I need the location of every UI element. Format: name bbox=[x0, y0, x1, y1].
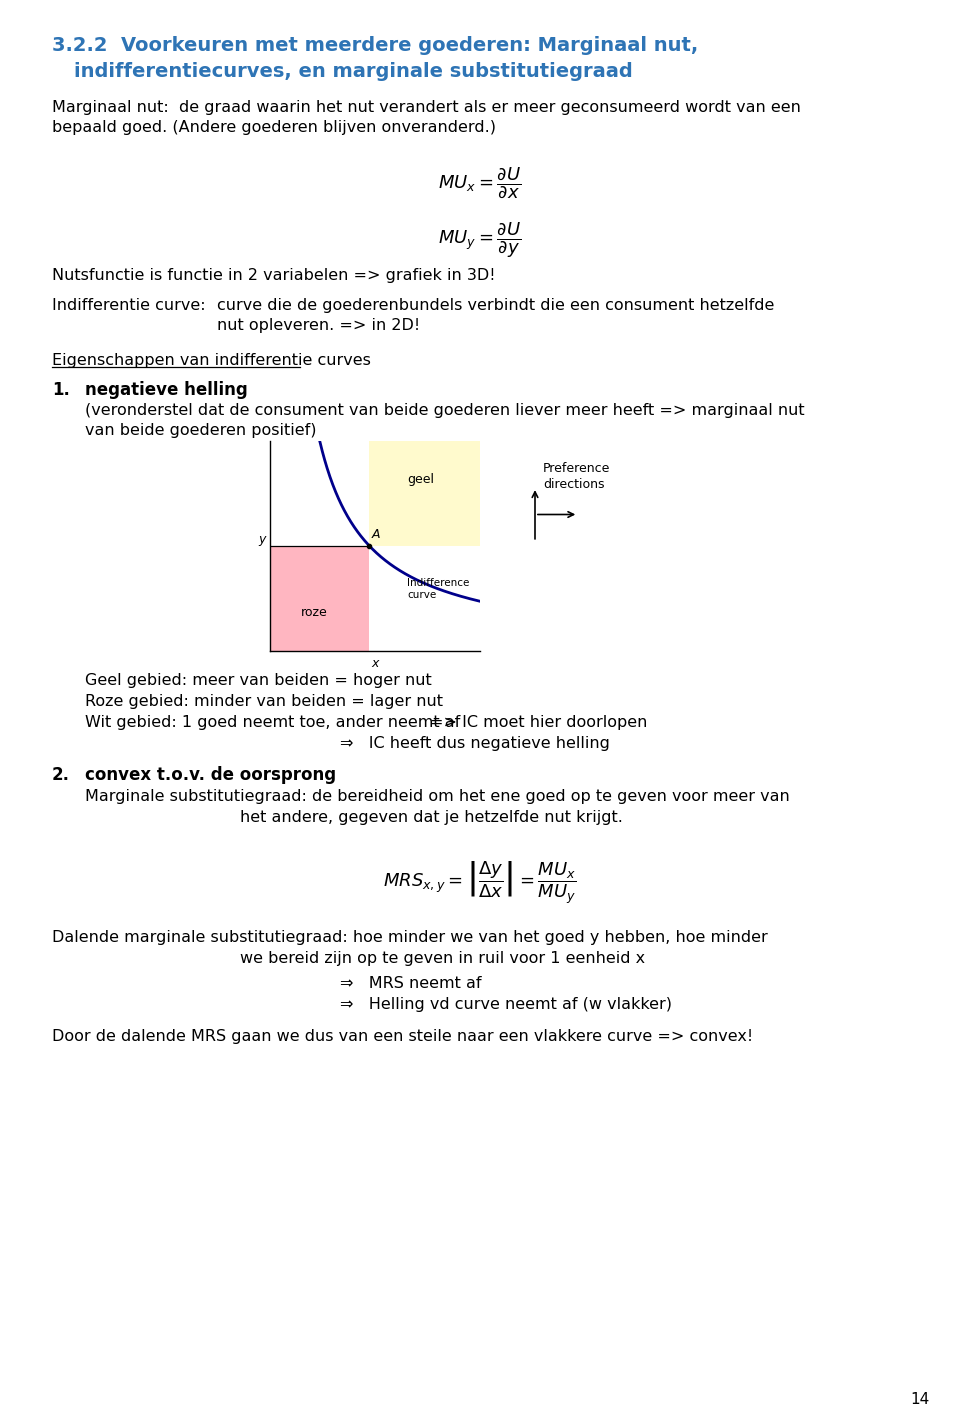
Text: roze: roze bbox=[300, 607, 327, 619]
Text: $MU_x = \dfrac{\partial U}{\partial x}$: $MU_x = \dfrac{\partial U}{\partial x}$ bbox=[439, 165, 521, 199]
Text: Marginaal nut:  de graad waarin het nut verandert als er meer geconsumeerd wordt: Marginaal nut: de graad waarin het nut v… bbox=[52, 100, 801, 115]
Text: bepaald goed. (Andere goederen blijven onveranderd.): bepaald goed. (Andere goederen blijven o… bbox=[52, 120, 496, 134]
Text: ⇒   MRS neemt af: ⇒ MRS neemt af bbox=[340, 976, 482, 991]
Y-axis label: y: y bbox=[258, 533, 265, 546]
Text: $MU_y = \dfrac{\partial U}{\partial y}$: $MU_y = \dfrac{\partial U}{\partial y}$ bbox=[439, 221, 521, 260]
Text: Dalende marginale substitutiegraad: hoe minder we van het goed y hebben, hoe min: Dalende marginale substitutiegraad: hoe … bbox=[52, 930, 768, 945]
Text: Preference: Preference bbox=[543, 462, 611, 475]
Text: Geel gebied: meer van beiden = hoger nut: Geel gebied: meer van beiden = hoger nut bbox=[85, 673, 432, 689]
Text: directions: directions bbox=[543, 478, 605, 491]
Text: convex t.o.v. de oorsprong: convex t.o.v. de oorsprong bbox=[85, 766, 336, 783]
Text: negatieve helling: negatieve helling bbox=[85, 380, 248, 399]
Text: Nutsfunctie is functie in 2 variabelen => grafiek in 3D!: Nutsfunctie is functie in 2 variabelen =… bbox=[52, 269, 495, 283]
Text: 2.: 2. bbox=[52, 766, 70, 783]
Text: 1.: 1. bbox=[52, 380, 70, 399]
Text: van beide goederen positief): van beide goederen positief) bbox=[85, 423, 317, 438]
Text: curve die de goederenbundels verbindt die een consument hetzelfde: curve die de goederenbundels verbindt di… bbox=[217, 298, 775, 312]
X-axis label: x: x bbox=[372, 656, 378, 670]
Bar bbox=[370, 441, 480, 546]
Text: geel: geel bbox=[407, 472, 434, 485]
Text: $MRS_{x,y} = \left|\dfrac{\Delta y}{\Delta x}\right| = \dfrac{MU_x}{MU_y}$: $MRS_{x,y} = \left|\dfrac{\Delta y}{\Del… bbox=[383, 860, 577, 906]
Text: nut opleveren. => in 2D!: nut opleveren. => in 2D! bbox=[217, 318, 420, 334]
Text: 14: 14 bbox=[911, 1391, 930, 1407]
Text: indifferentiecurves, en marginale substitutiegraad: indifferentiecurves, en marginale substi… bbox=[74, 62, 633, 81]
Text: Wit gebied: 1 goed neemt toe, ander neemt af: Wit gebied: 1 goed neemt toe, ander neem… bbox=[85, 715, 460, 730]
Text: Eigenschappen van indifferentie curves: Eigenschappen van indifferentie curves bbox=[52, 354, 371, 368]
Text: Marginale substitutiegraad: de bereidheid om het ene goed op te geven voor meer : Marginale substitutiegraad: de bereidhei… bbox=[85, 789, 790, 805]
Text: 3.2.2  Voorkeuren met meerdere goederen: Marginaal nut,: 3.2.2 Voorkeuren met meerdere goederen: … bbox=[52, 35, 698, 55]
Bar bbox=[270, 546, 370, 650]
Text: Indifference
curve: Indifference curve bbox=[407, 578, 469, 600]
Text: het andere, gegeven dat je hetzelfde nut krijgt.: het andere, gegeven dat je hetzelfde nut… bbox=[240, 810, 623, 824]
Text: ⇒   IC heeft dus negatieve helling: ⇒ IC heeft dus negatieve helling bbox=[340, 737, 610, 751]
Text: we bereid zijn op te geven in ruil voor 1 eenheid x: we bereid zijn op te geven in ruil voor … bbox=[240, 952, 645, 966]
Text: Indifferentie curve:: Indifferentie curve: bbox=[52, 298, 205, 312]
Text: ⇒   Helling vd curve neemt af (w vlakker): ⇒ Helling vd curve neemt af (w vlakker) bbox=[340, 997, 672, 1012]
Text: Roze gebied: minder van beiden = lager nut: Roze gebied: minder van beiden = lager n… bbox=[85, 694, 443, 708]
Text: A: A bbox=[372, 529, 380, 542]
Text: (veronderstel dat de consument van beide goederen liever meer heeft => marginaal: (veronderstel dat de consument van beide… bbox=[85, 403, 804, 419]
Text: => IC moet hier doorlopen: => IC moet hier doorlopen bbox=[430, 715, 647, 730]
Text: Door de dalende MRS gaan we dus van een steile naar een vlakkere curve => convex: Door de dalende MRS gaan we dus van een … bbox=[52, 1029, 754, 1044]
